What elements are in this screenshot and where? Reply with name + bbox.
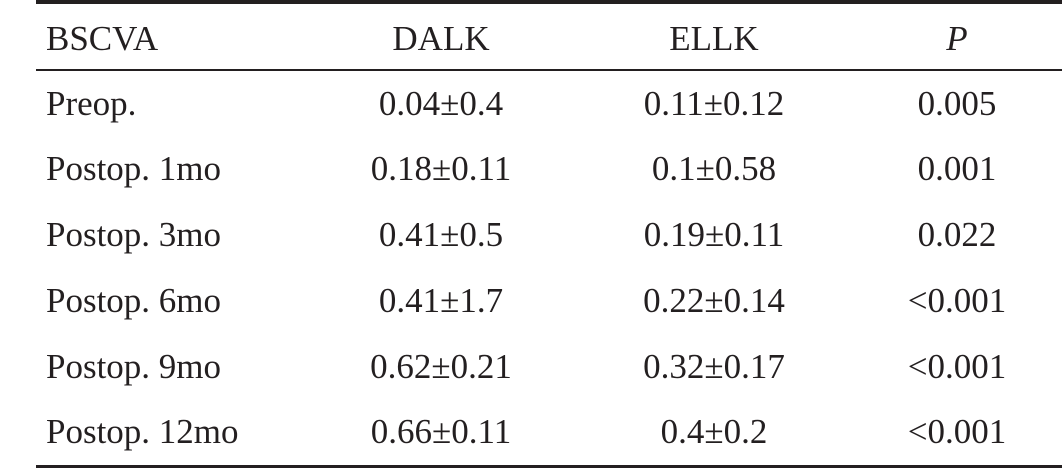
ellk-value: 0.22±0.14 [643, 281, 785, 320]
p-value: 0.005 [917, 83, 997, 123]
header-p-value: P [852, 0, 1062, 71]
dalk-value: 0.04±0.4 [378, 83, 504, 123]
table-row: Preop. 0.04±0.4 0.11±0.12 0.005 [36, 70, 1062, 136]
p-value: 0.001 [917, 149, 997, 188]
dalk-value: 0.41±0.5 [378, 215, 504, 254]
ellk-value: 0.4±0.2 [576, 400, 852, 468]
table-row: Postop. 1mo 0.18±0.11 0.1±0.58 0.001 [36, 136, 1062, 202]
row-label: Preop. [46, 83, 137, 123]
row-label: Postop. 1mo [46, 149, 222, 188]
dalk-value: 0.66±0.11 [306, 400, 576, 468]
ellk-value: 0.1±0.58 [651, 149, 777, 188]
row-label: Postop. 3mo [46, 215, 222, 254]
header-ellk: ELLK [576, 0, 852, 71]
table-row: Postop. 12mo 0.66±0.11 0.4±0.2 <0.001 [36, 400, 1062, 468]
header-bscva: BSCVA [36, 0, 306, 71]
row-label: Postop. 12mo [36, 400, 306, 468]
ellk-value: 0.19±0.11 [643, 215, 785, 254]
ellk-value: 0.32±0.17 [643, 347, 785, 386]
p-value: 0.022 [917, 215, 997, 254]
table-row: Postop. 9mo 0.62±0.21 0.32±0.17 <0.001 [36, 334, 1062, 400]
table-header-row: BSCVA DALK ELLK P [36, 0, 1062, 71]
p-value: <0.001 [852, 400, 1062, 468]
p-value: <0.001 [907, 281, 1007, 320]
dalk-value: 0.41±1.7 [378, 281, 504, 320]
bscva-comparison-table: BSCVA DALK ELLK P Preop. 0.04±0.4 0.11±0… [36, 0, 1062, 468]
table-container: BSCVA DALK ELLK P Preop. 0.04±0.4 0.11±0… [36, 0, 1062, 470]
row-label: Postop. 6mo [46, 281, 222, 320]
table-row: Postop. 3mo 0.41±0.5 0.19±0.11 0.022 [36, 202, 1062, 268]
p-value: <0.001 [907, 347, 1007, 386]
dalk-value: 0.62±0.21 [370, 347, 512, 386]
dalk-value: 0.18±0.11 [370, 149, 512, 188]
table-row: Postop. 6mo 0.41±1.7 0.22±0.14 <0.001 [36, 268, 1062, 334]
ellk-value: 0.11±0.12 [643, 83, 785, 123]
row-label: Postop. 9mo [46, 347, 222, 386]
header-dalk: DALK [306, 0, 576, 71]
